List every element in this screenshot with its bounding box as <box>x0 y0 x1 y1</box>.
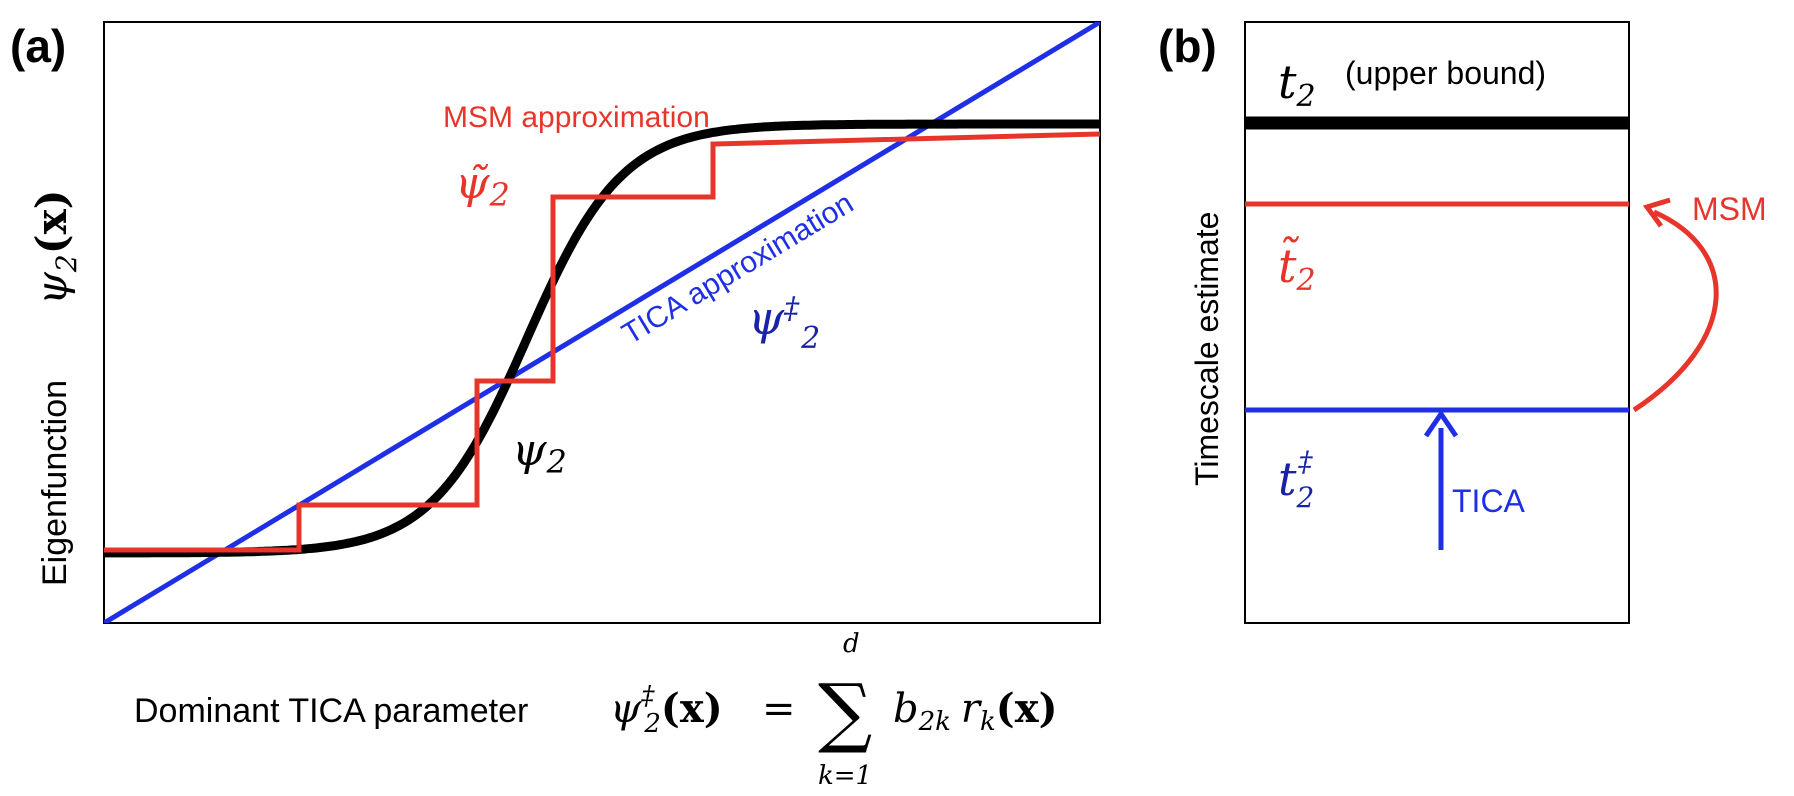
upper-bound-t2-label: t2 <box>1278 55 1316 114</box>
msm-psi-tilde-label: ψ̃2 <box>455 158 510 214</box>
panel-a-ylabel-text: Eigenfunction <box>36 380 74 586</box>
panel-a-xlabel: Dominant TICA parameter ψ‡ 2(x) = d ∑ k=1… <box>134 629 1058 791</box>
exact-psi-label: ψ2 <box>512 425 567 481</box>
panel-a-frame <box>103 21 1101 624</box>
tica-arrow-label: TICA <box>1452 483 1526 519</box>
xlabel-sum-upper: d <box>843 629 860 659</box>
msm-arrow-label: MSM <box>1692 191 1767 227</box>
panel-b-frame <box>1244 21 1630 624</box>
panel-b-ylabel: Timescale estimate <box>1189 212 1225 486</box>
tica-t-double-dagger-label: t‡ 2 <box>1278 445 1314 514</box>
panel-a: (a) Eigenfunction ψ2(x) MSM approximatio… <box>10 20 1101 791</box>
upper-bound-note: (upper bound) <box>1345 55 1546 91</box>
xlabel-lhs: ψ‡ 2(x) <box>610 681 723 739</box>
exact-eigenfunction-curve <box>104 119 1100 558</box>
xlabel-equals: = <box>762 686 796 732</box>
panel-b-label: (b) <box>1158 20 1217 72</box>
msm-t-tilde-label: t̃2 <box>1278 236 1316 298</box>
panel-a-xlabel-text: Dominant TICA parameter <box>134 692 528 730</box>
msm-approximation-label: MSM approximation <box>443 101 710 134</box>
xlabel-sum-lower: k=1 <box>818 761 872 791</box>
msm-approximation-step-curve <box>104 131 1100 553</box>
panel-a-label: (a) <box>10 20 66 72</box>
tica-psi-double-dagger-label: ψ‡2 <box>748 291 820 356</box>
msm-arrow <box>1632 197 1719 413</box>
xlabel-rhs: b2k rk(x) <box>893 685 1058 737</box>
tica-approximation-label: TICA approximation <box>617 187 860 351</box>
panel-b: (b) Timescale estimate t2 (upper bound) … <box>1158 20 1767 624</box>
tica-arrow <box>1423 409 1459 550</box>
xlabel-sum-symbol: ∑ <box>818 667 872 756</box>
panel-a-ylabel-math: ψ2(x) <box>27 189 83 305</box>
